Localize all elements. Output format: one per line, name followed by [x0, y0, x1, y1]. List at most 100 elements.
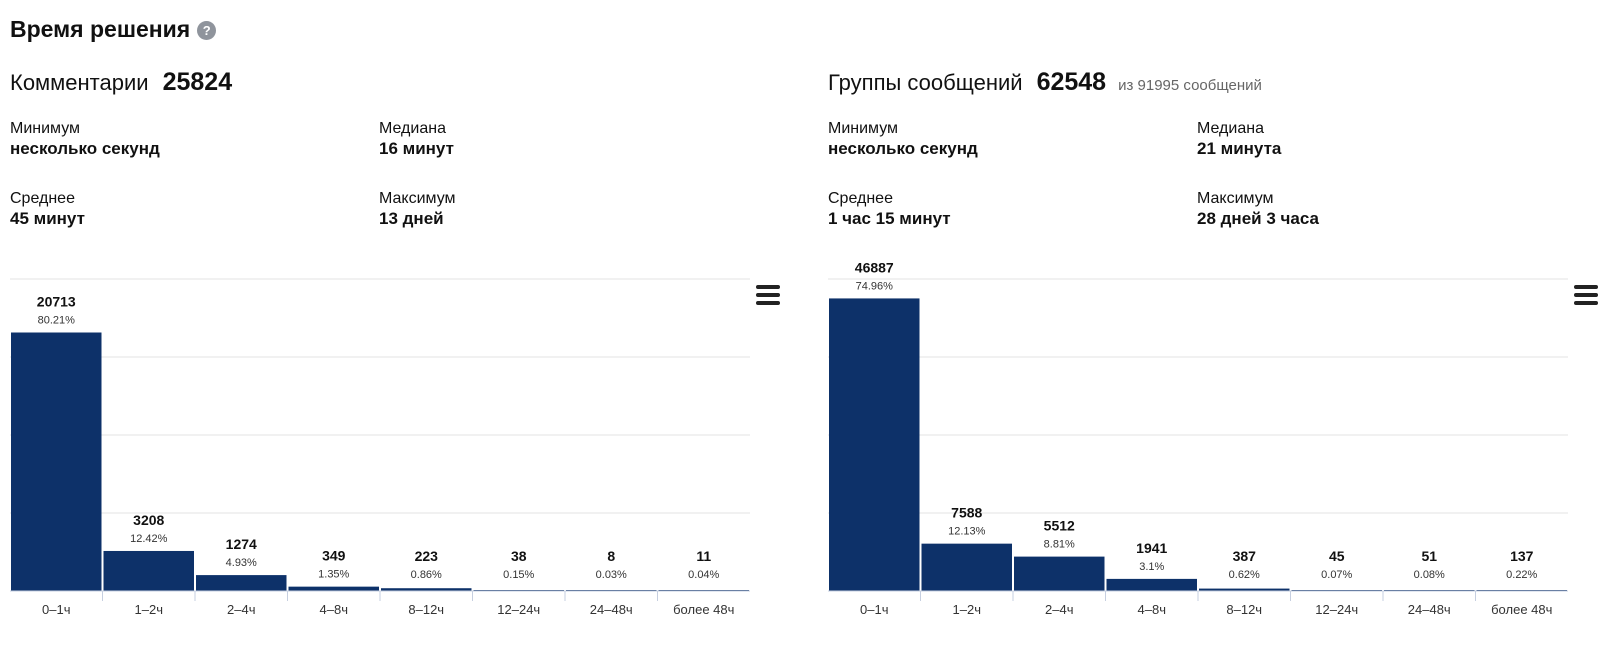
stat-value: 21 минута [1197, 139, 1282, 158]
stat-maximum: Максимум 13 дней [379, 189, 456, 229]
bar-percent-label: 8.81% [1044, 539, 1075, 551]
bar [1106, 578, 1197, 591]
stat-label: Медиана [379, 120, 446, 137]
bar-value-label: 3208 [133, 512, 164, 528]
panel-count: 25824 [162, 68, 233, 96]
comments-chart: 20713 80.21% 0–1ч 3208 12.42% 1–2ч 1274 4.93% 2–… [10, 271, 780, 649]
x-tick-label: 12–24ч [1315, 602, 1358, 617]
bar-percent-label: 80.21% [38, 315, 76, 327]
bar [1014, 556, 1105, 591]
bar-percent-label: 0.15% [503, 569, 534, 581]
bar-percent-label: 0.62% [1229, 569, 1260, 581]
stat-label: Медиана [1197, 120, 1264, 137]
message-groups-chart-svg: 46887 74.96% 0–1ч 7588 12.13% 1–2ч 5512 8.81% 2–… [828, 259, 1568, 617]
bar-value-label: 45 [1329, 548, 1345, 564]
stat-average: Среднее 45 минут [10, 189, 85, 229]
x-tick-label: 2–4ч [1045, 602, 1073, 617]
x-tick-label: 1–2ч [135, 602, 163, 617]
bar-value-label: 20713 [37, 294, 76, 310]
bar-percent-label: 0.86% [411, 569, 442, 581]
stat-median: Медиана 16 минут [379, 119, 454, 159]
stat-value: 28 дней 3 часа [1197, 209, 1319, 228]
panel-header: Группы сообщений 62548 из 91995 сообщени… [828, 68, 1262, 97]
bar-value-label: 7588 [951, 505, 982, 521]
help-icon[interactable]: ? [197, 21, 217, 40]
bar-percent-label: 74.96% [856, 280, 894, 292]
bar-percent-label: 0.22% [1506, 569, 1537, 581]
bar-percent-label: 12.13% [948, 526, 986, 538]
bar [921, 543, 1012, 591]
panel-label: Комментарии [10, 70, 149, 95]
stat-minimum: Минимум несколько секунд [10, 119, 160, 159]
bar [288, 586, 379, 591]
stat-label: Среднее [828, 190, 893, 207]
bar-percent-label: 0.04% [688, 569, 719, 581]
stat-value: несколько секунд [828, 139, 978, 158]
bar-value-label: 8 [607, 548, 615, 564]
stat-label: Среднее [10, 190, 75, 207]
stat-label: Минимум [10, 120, 81, 137]
panel-header: Комментарии 25824 [10, 68, 232, 97]
bar-value-label: 46887 [855, 259, 894, 275]
x-tick-label: 24–48ч [1408, 602, 1451, 617]
bar [196, 575, 287, 591]
stat-label: Максимум [1197, 190, 1274, 207]
x-tick-label: 8–12ч [408, 602, 444, 617]
panel-label: Группы сообщений [828, 70, 1023, 95]
bar-value-label: 1941 [1136, 540, 1167, 556]
x-tick-label: более 48ч [1491, 602, 1552, 617]
bar-value-label: 387 [1233, 548, 1257, 564]
x-tick-label: 4–8ч [1138, 602, 1166, 617]
page-title-text: Время решения [10, 16, 191, 42]
bar-value-label: 137 [1510, 548, 1534, 564]
chart-menu-icon[interactable] [756, 285, 780, 305]
stat-average: Среднее 1 час 15 минут [828, 189, 951, 229]
stat-value: 13 дней [379, 209, 444, 228]
message-groups-panel: Группы сообщений 62548 из 91995 сообщени… [828, 0, 1598, 649]
bar [381, 588, 472, 591]
bar-percent-label: 1.35% [318, 569, 349, 581]
x-tick-label: 12–24ч [497, 602, 540, 617]
bar-value-label: 349 [322, 548, 346, 564]
bar-value-label: 51 [1421, 548, 1437, 564]
comments-panel: Комментарии 25824 Минимум несколько секу… [10, 0, 780, 649]
x-tick-label: 1–2ч [953, 602, 981, 617]
x-tick-label: 2–4ч [227, 602, 255, 617]
bar-value-label: 1274 [226, 536, 257, 552]
bar-percent-label: 0.03% [596, 569, 627, 581]
bar [11, 332, 102, 591]
chart-menu-icon[interactable] [1574, 285, 1598, 305]
stat-value: 45 минут [10, 209, 85, 228]
panel-subtitle: из 91995 сообщений [1118, 77, 1262, 94]
page-title: Время решения ? [10, 16, 217, 43]
stat-minimum: Минимум несколько секунд [828, 119, 978, 159]
stat-label: Минимум [828, 120, 899, 137]
x-tick-label: 8–12ч [1226, 602, 1262, 617]
bar-value-label: 11 [696, 548, 711, 564]
x-tick-label: более 48ч [673, 602, 734, 617]
stat-value: 16 минут [379, 139, 454, 158]
bar-value-label: 223 [415, 548, 439, 564]
bar-percent-label: 0.07% [1321, 569, 1352, 581]
bar [829, 298, 920, 591]
stat-median: Медиана 21 минута [1197, 119, 1281, 159]
message-groups-chart: 46887 74.96% 0–1ч 7588 12.13% 1–2ч 5512 8.81% 2–… [828, 259, 1598, 649]
panel-count: 62548 [1036, 68, 1107, 96]
bar-percent-label: 0.08% [1414, 569, 1445, 581]
stat-label: Максимум [379, 190, 456, 207]
comments-chart-svg: 20713 80.21% 0–1ч 3208 12.42% 1–2ч 1274 4.93% 2–… [10, 278, 750, 617]
bar-percent-label: 12.42% [130, 533, 168, 545]
bar-value-label: 38 [511, 548, 527, 564]
x-tick-label: 24–48ч [590, 602, 633, 617]
bar-value-label: 5512 [1044, 518, 1075, 534]
x-tick-label: 0–1ч [42, 602, 70, 617]
x-tick-label: 0–1ч [860, 602, 888, 617]
bar-percent-label: 3.1% [1139, 561, 1164, 573]
bar [1199, 588, 1290, 591]
stat-value: 1 час 15 минут [828, 209, 951, 228]
bar-percent-label: 4.93% [226, 557, 257, 569]
bar [103, 550, 194, 591]
stat-maximum: Максимум 28 дней 3 часа [1197, 189, 1319, 229]
stat-value: несколько секунд [10, 139, 160, 158]
x-tick-label: 4–8ч [320, 602, 348, 617]
